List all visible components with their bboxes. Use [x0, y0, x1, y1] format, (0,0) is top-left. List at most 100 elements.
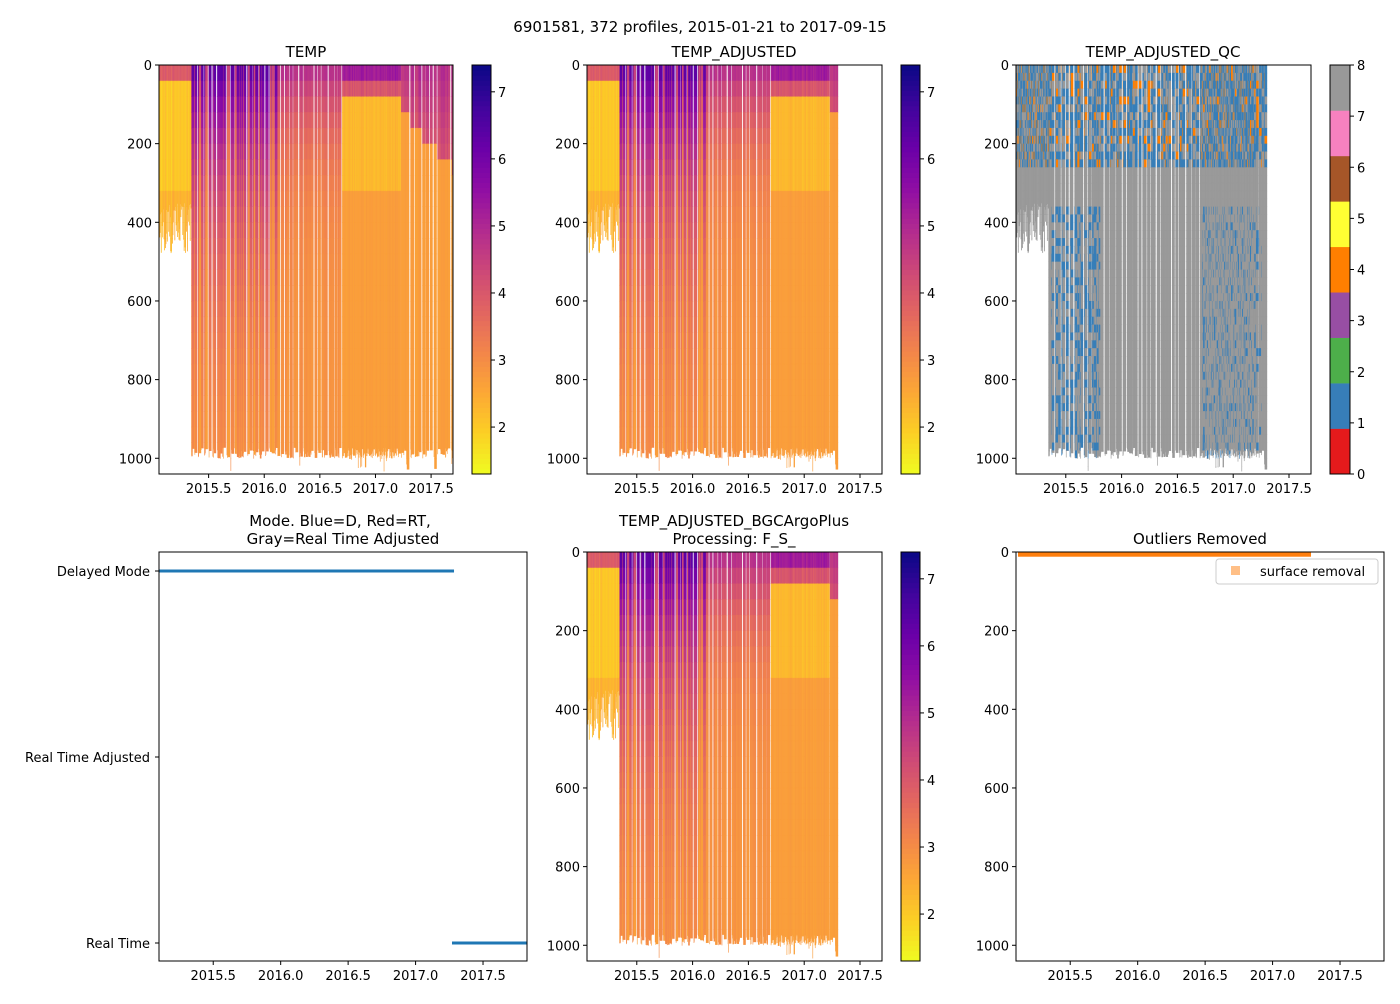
heatmap-cell — [169, 222, 170, 236]
heatmap-cell — [227, 411, 230, 427]
heatmap-cell — [214, 411, 217, 427]
profile-column — [256, 65, 259, 452]
heatmap-cell — [296, 270, 299, 286]
heatmap-cell — [315, 65, 318, 81]
heatmap-cell — [262, 191, 265, 207]
heatmap-cell — [296, 96, 299, 112]
heatmap-cell — [287, 159, 290, 175]
heatmap-cell — [199, 443, 201, 454]
heatmap-cell — [315, 144, 318, 160]
heatmap-cell — [325, 175, 328, 191]
heatmap-cell — [232, 364, 235, 380]
heatmap-cell — [201, 285, 204, 301]
heatmap-cell — [205, 285, 208, 301]
heatmap-cell — [262, 222, 265, 238]
heatmap-cell — [209, 254, 212, 270]
heatmap-cell — [256, 128, 259, 144]
heatmap-cell — [209, 285, 212, 301]
profile-column — [250, 65, 253, 451]
heatmap-cell — [205, 443, 208, 450]
heatmap-cell — [325, 81, 328, 97]
heatmap-cell — [232, 411, 235, 427]
heatmap-cell — [262, 144, 265, 160]
heatmap-cell — [311, 285, 314, 301]
heatmap-cell — [201, 427, 204, 443]
heatmap-cell — [205, 144, 208, 160]
heatmap-cell — [287, 380, 290, 396]
heatmap-cell — [287, 128, 290, 144]
heatmap-cell — [282, 411, 285, 427]
heatmap-cell — [325, 159, 328, 175]
profile-column — [300, 65, 303, 457]
heatmap-cell — [232, 144, 235, 160]
heatmap-cell — [282, 128, 285, 144]
heatmap-cell — [282, 112, 285, 128]
heatmap-cell — [287, 395, 290, 411]
heatmap-cell — [223, 191, 226, 207]
heatmap-cell — [318, 175, 321, 191]
heatmap-cell — [287, 285, 290, 301]
heatmap-cell — [278, 380, 281, 396]
heatmap-cell — [300, 207, 303, 223]
heatmap-cell — [205, 348, 208, 364]
heatmap-cell — [318, 81, 321, 97]
heatmap-cell — [315, 364, 318, 380]
heatmap-cell — [195, 207, 198, 223]
heatmap-cell — [300, 81, 303, 97]
heatmap-cell — [250, 285, 253, 301]
heatmap-cell — [282, 317, 285, 333]
heatmap-cell — [227, 128, 230, 144]
heatmap-cell — [223, 364, 226, 380]
heatmap-cell — [250, 112, 253, 128]
heatmap-cell — [189, 207, 190, 223]
heatmap-cell — [244, 332, 247, 348]
heatmap-cell — [315, 175, 318, 191]
heatmap-cell — [250, 270, 253, 286]
heatmap-cell — [250, 332, 253, 348]
heatmap-cell — [214, 207, 217, 223]
heatmap-cell — [315, 254, 318, 270]
heatmap-cell — [266, 238, 269, 254]
heatmap-cell — [199, 81, 201, 97]
heatmap-cell — [325, 285, 328, 301]
heatmap-cell — [227, 207, 230, 223]
heatmap-cell — [187, 238, 188, 251]
heatmap-cell — [256, 238, 259, 254]
heatmap-cell — [227, 332, 230, 348]
profile-column — [296, 65, 299, 452]
heatmap-cell — [232, 207, 235, 223]
heatmap-cell — [201, 159, 204, 175]
heatmap-cell — [282, 348, 285, 364]
heatmap-cell — [278, 65, 281, 81]
heatmap-cell — [256, 191, 259, 207]
heatmap-cell — [282, 285, 285, 301]
heatmap-cell — [250, 443, 253, 451]
heatmap-cell — [199, 332, 201, 348]
heatmap-cell — [244, 207, 247, 223]
heatmap-cell — [318, 238, 321, 254]
heatmap-cell — [290, 222, 293, 238]
heatmap-cell — [272, 128, 275, 144]
heatmap-cell — [315, 191, 318, 207]
heatmap-cell — [244, 144, 247, 160]
heatmap-cell — [205, 332, 208, 348]
heatmap-cell — [296, 348, 299, 364]
heatmap-cell — [199, 270, 201, 286]
heatmap-cell — [232, 112, 235, 128]
heatmap-cell — [250, 411, 253, 427]
heatmap-cell — [172, 238, 173, 244]
heatmap-cell — [311, 144, 314, 160]
heatmap-cell — [244, 159, 247, 175]
heatmap-cell — [296, 207, 299, 223]
heatmap-cell — [311, 191, 314, 207]
heatmap-cell — [290, 254, 293, 270]
heatmap-cell — [256, 380, 259, 396]
heatmap-cell — [296, 112, 299, 128]
heatmap-cell — [262, 254, 265, 270]
heatmap-cell — [195, 332, 198, 348]
heatmap-cell — [201, 81, 204, 97]
heatmap-cell — [325, 254, 328, 270]
heatmap-cell — [325, 380, 328, 396]
heatmap-cell — [318, 301, 321, 317]
profile-column — [205, 65, 208, 449]
